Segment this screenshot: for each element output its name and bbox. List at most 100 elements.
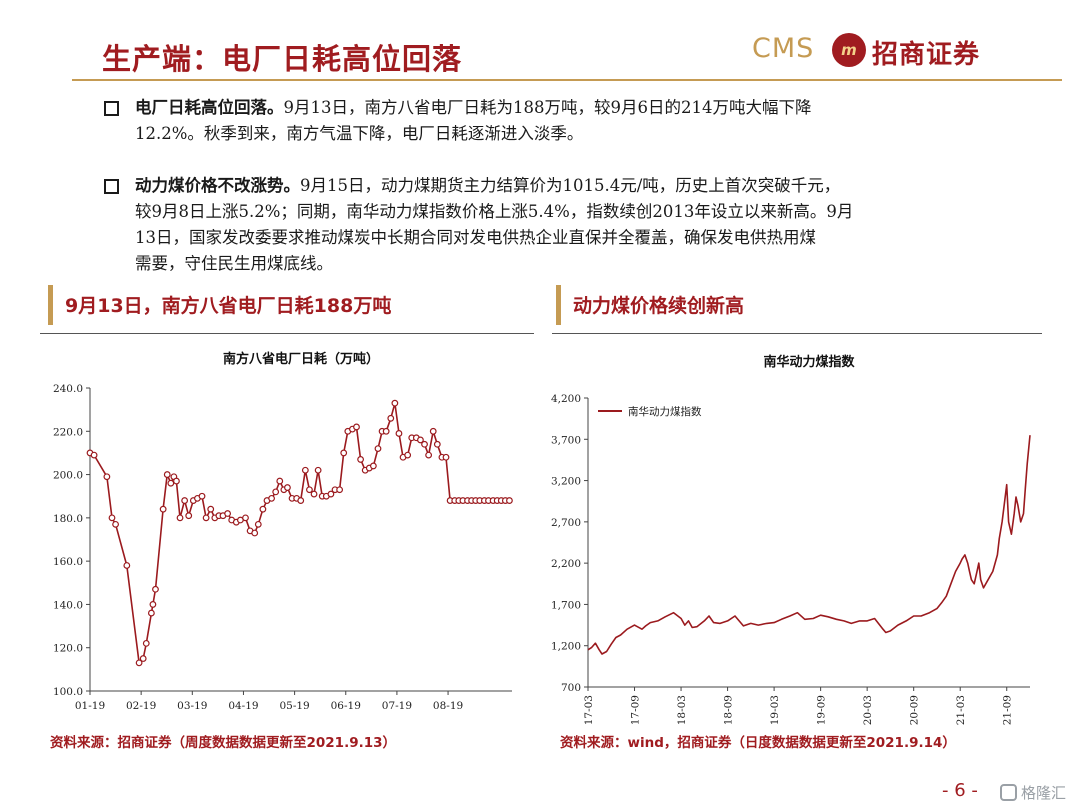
bullet-coal-price: 动力煤价格不改涨势。9月15日，动力煤期货主力结算价为1015.4元/吨，历史上… (104, 173, 1024, 277)
header-divider (72, 79, 1062, 81)
data-point (135, 659, 143, 667)
data-point (369, 462, 377, 470)
page-title: 生产端：电厂日耗高位回落 (102, 42, 463, 76)
data-point (442, 453, 450, 461)
bullet-text-line: 13日，国家发改委要求推动煤炭中长期合同对发电供热企业直保并全覆盖，确保发电供热… (135, 228, 816, 247)
data-point (272, 488, 280, 496)
bullet-text-line: 较9月8日上涨5.2%；同期，南华动力煤指数价格上涨5.4%，指数续创2013年… (135, 202, 854, 221)
data-point (90, 451, 98, 459)
bullet-text-line: 9月15日，动力煤期货主力结算价为1015.4元/吨，历史上首次突破千元， (300, 176, 841, 195)
data-point (167, 479, 175, 487)
y-tick-label: 4,200 (551, 393, 581, 405)
series-line (89, 402, 510, 664)
logo-company-name: 招商证券 (872, 40, 981, 70)
source-note-left: 资料来源：招商证券（周度数据数据更新至2021.9.13） (50, 735, 397, 751)
section-divider-right (552, 333, 1042, 334)
y-tick-label: 1,700 (551, 599, 581, 611)
legend-label: 南华动力煤指数 (628, 405, 702, 418)
data-point (382, 427, 390, 435)
x-tick-label: 17-03 (583, 695, 595, 725)
x-tick-label: 18-09 (723, 695, 735, 725)
data-point (108, 514, 116, 522)
x-tick-label: 20-03 (862, 695, 874, 725)
logo-emblem-icon: m (832, 33, 866, 67)
data-point (185, 512, 193, 520)
data-point (207, 505, 215, 513)
data-point (340, 449, 348, 457)
data-point (123, 562, 131, 569)
series-line (587, 435, 1031, 655)
brand-logo: CMS m 招商证券 (752, 30, 988, 72)
y-tick-label: 140.0 (53, 599, 83, 611)
data-point (417, 436, 424, 444)
data-point (433, 440, 441, 448)
data-point (506, 497, 513, 504)
x-tick-label: 20-09 (909, 695, 921, 725)
data-point (391, 399, 399, 407)
x-tick-label: 19-03 (769, 695, 781, 725)
section-title-left: 9月13日，南方八省电厂日耗188万吨 (65, 295, 392, 317)
section-accent-bar (48, 285, 53, 325)
y-tick-label: 700 (561, 682, 581, 694)
data-point (103, 473, 111, 481)
data-point (297, 497, 305, 504)
data-point (181, 497, 189, 504)
bullet-square-icon (104, 179, 119, 194)
x-tick-label: 21-03 (955, 695, 967, 725)
x-tick-label: 01-19 (75, 700, 105, 712)
source-note-right: 资料来源：wind，招商证券（日度数据数据更新至2021.9.14） (560, 735, 956, 751)
x-tick-label: 08-19 (433, 700, 463, 712)
data-point (224, 510, 231, 517)
bullet-text-line: 12.2%。秋季到来，南方气温下降，电厂日耗逐渐进入淡季。 (135, 124, 584, 143)
x-tick-label: 05-19 (279, 700, 309, 712)
data-point (327, 490, 335, 498)
data-point (284, 484, 291, 491)
bullet-text-line: 需要，守住民生用煤底线。 (135, 254, 333, 273)
data-point (404, 451, 412, 459)
x-tick-label: 18-03 (676, 695, 688, 725)
data-point (251, 529, 259, 537)
data-point (306, 486, 313, 494)
chart-coal-index: 南华动力煤指数 700 1,200 1,700 2,200 2,700 3,200 3,700… (551, 354, 1031, 725)
data-point (152, 585, 159, 593)
y-tick-label: 180.0 (53, 513, 83, 525)
data-point (254, 520, 262, 528)
x-tick-label: 04-19 (228, 700, 258, 712)
y-tick-label: 100.0 (53, 686, 83, 698)
y-tick-label: 160.0 (53, 556, 83, 568)
data-point (202, 514, 210, 522)
logo-cms-text: CMS (752, 33, 815, 64)
x-tick-label: 06-19 (331, 700, 361, 712)
section-divider-left (40, 333, 534, 334)
bullet-text-line: 9月13日，南方八省电厂日耗为188万吨，较9月6日的214万吨大幅下降 (283, 98, 812, 117)
bullet-lead: 动力煤价格不改涨势。 (135, 176, 300, 195)
x-tick-label: 07-19 (382, 700, 412, 712)
y-tick-label: 240.0 (53, 383, 83, 395)
chart-power-consumption: 南方八省电厂日耗（万吨） 100.0 120.0 140.0 160.0 180.0 200… (53, 351, 513, 712)
data-point (142, 639, 150, 647)
data-point (374, 445, 382, 452)
y-tick-label: 3,200 (551, 476, 581, 488)
data-point (353, 423, 360, 431)
x-tick-label: 19-09 (816, 695, 828, 725)
data-point (163, 471, 171, 478)
data-point (159, 505, 167, 513)
data-point (176, 514, 184, 522)
y-tick-label: 120.0 (53, 643, 83, 655)
data-point (139, 655, 147, 662)
data-point (425, 451, 433, 459)
watermark: 格隆汇 (1000, 782, 1076, 804)
data-point (259, 505, 267, 513)
data-point (198, 492, 206, 500)
watermark-text: 格隆汇 (1021, 784, 1067, 802)
chart-title: 南华动力煤指数 (763, 354, 855, 370)
y-tick-label: 200.0 (53, 470, 83, 482)
y-tick-label: 2,700 (551, 517, 581, 529)
data-point (357, 456, 364, 463)
page-number: - 6 - (942, 780, 978, 801)
data-point (268, 494, 275, 502)
data-point (421, 440, 428, 448)
x-tick-label: 21-09 (1002, 695, 1014, 725)
data-point (173, 477, 180, 485)
data-point (395, 430, 403, 437)
